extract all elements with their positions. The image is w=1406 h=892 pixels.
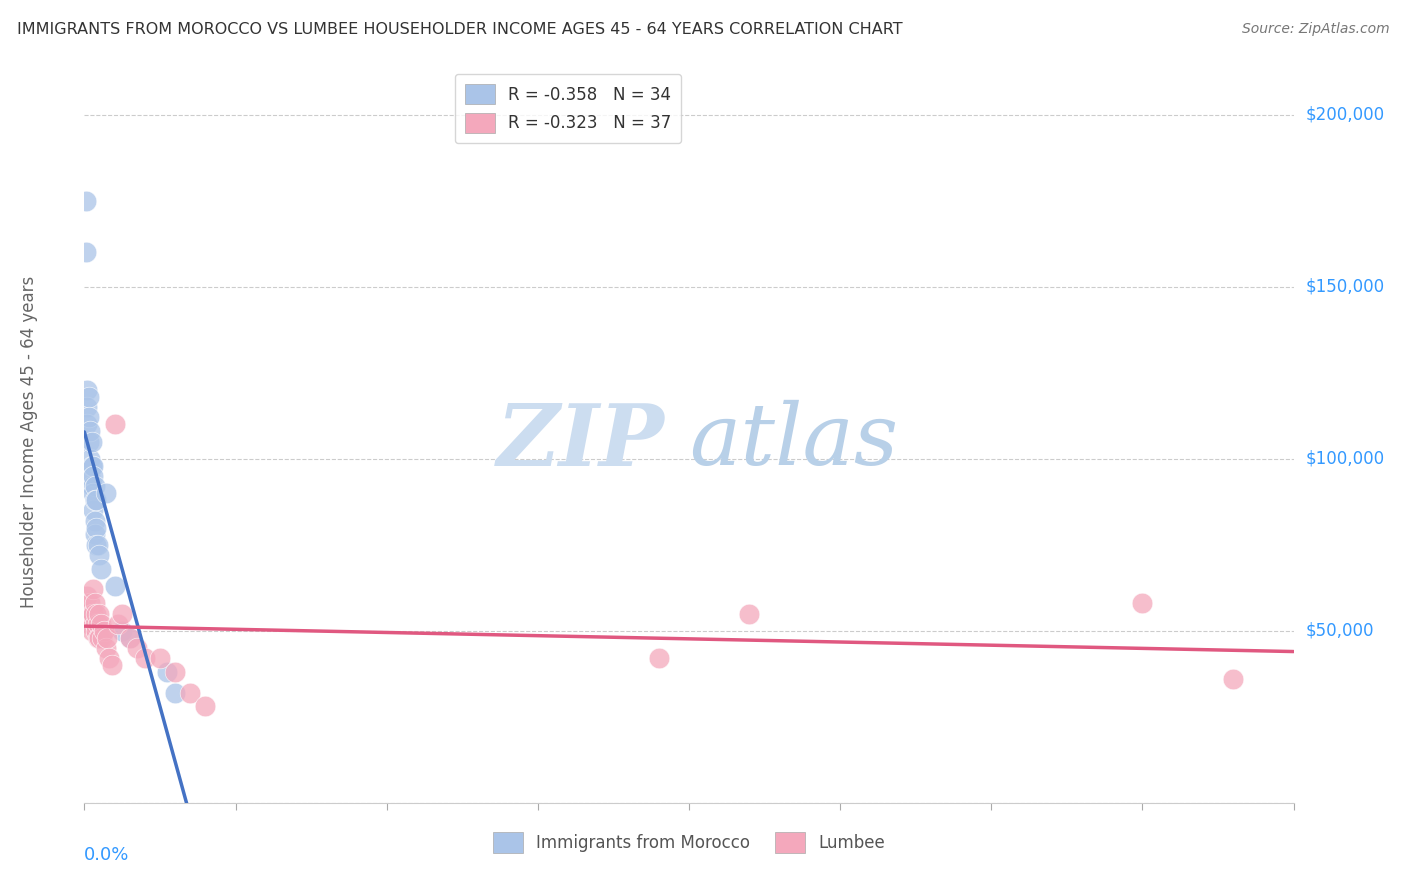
- Point: [84, 479, 107, 493]
- Point: [76, 417, 98, 432]
- Point: [86, 538, 108, 552]
- Point: [75, 245, 97, 260]
- Point: [104, 579, 127, 593]
- Point: [80, 458, 103, 473]
- Point: [111, 624, 134, 638]
- Point: [89, 607, 111, 621]
- Point: [91, 631, 114, 645]
- Point: [84, 616, 107, 631]
- Point: [86, 607, 108, 621]
- Point: [77, 616, 100, 631]
- Point: [1130, 596, 1153, 610]
- Point: [87, 631, 110, 645]
- Point: [118, 631, 141, 645]
- Point: [156, 665, 179, 679]
- Point: [111, 607, 134, 621]
- Text: 0.0%: 0.0%: [84, 847, 129, 864]
- Point: [89, 548, 111, 562]
- Point: [89, 631, 111, 645]
- Point: [79, 596, 101, 610]
- Point: [84, 514, 107, 528]
- Point: [100, 658, 122, 673]
- Point: [87, 616, 110, 631]
- Point: [134, 651, 156, 665]
- Point: [648, 651, 671, 665]
- Point: [94, 486, 117, 500]
- Point: [86, 624, 108, 638]
- Point: [84, 527, 107, 541]
- Point: [80, 434, 103, 449]
- Text: IMMIGRANTS FROM MOROCCO VS LUMBEE HOUSEHOLDER INCOME AGES 45 - 64 YEARS CORRELAT: IMMIGRANTS FROM MOROCCO VS LUMBEE HOUSEH…: [17, 22, 903, 37]
- Point: [118, 631, 141, 645]
- Text: Source: ZipAtlas.com: Source: ZipAtlas.com: [1241, 22, 1389, 37]
- Point: [76, 400, 98, 414]
- Point: [165, 665, 187, 679]
- Point: [75, 194, 97, 208]
- Point: [79, 424, 101, 438]
- Point: [79, 451, 101, 466]
- Text: ZIP: ZIP: [496, 400, 665, 483]
- Point: [76, 383, 98, 397]
- Point: [107, 616, 129, 631]
- Point: [194, 699, 217, 714]
- Point: [90, 616, 112, 631]
- Point: [93, 624, 115, 638]
- Point: [149, 651, 172, 665]
- Point: [77, 390, 100, 404]
- Point: [82, 469, 104, 483]
- Point: [80, 479, 103, 493]
- Point: [96, 631, 118, 645]
- Point: [90, 562, 112, 576]
- Point: [76, 590, 98, 604]
- Point: [82, 607, 104, 621]
- Legend: Immigrants from Morocco, Lumbee: Immigrants from Morocco, Lumbee: [486, 826, 891, 860]
- Point: [84, 596, 107, 610]
- Point: [165, 686, 187, 700]
- Point: [179, 686, 201, 700]
- Text: $50,000: $50,000: [1306, 622, 1374, 640]
- Point: [82, 503, 104, 517]
- Point: [80, 607, 103, 621]
- Point: [84, 493, 107, 508]
- Point: [82, 486, 104, 500]
- Text: $200,000: $200,000: [1306, 105, 1385, 124]
- Text: Householder Income Ages 45 - 64 years: Householder Income Ages 45 - 64 years: [21, 276, 38, 607]
- Point: [97, 651, 120, 665]
- Point: [87, 538, 110, 552]
- Text: atlas: atlas: [689, 401, 898, 483]
- Point: [82, 458, 104, 473]
- Point: [104, 417, 127, 432]
- Point: [77, 434, 100, 449]
- Point: [738, 607, 761, 621]
- Point: [94, 640, 117, 655]
- Point: [1222, 672, 1244, 686]
- Text: $100,000: $100,000: [1306, 450, 1385, 467]
- Point: [86, 493, 108, 508]
- Point: [82, 582, 104, 597]
- Point: [77, 410, 100, 425]
- Point: [80, 624, 103, 638]
- Point: [86, 520, 108, 534]
- Point: [75, 607, 97, 621]
- Point: [127, 640, 149, 655]
- Point: [79, 469, 101, 483]
- Text: $150,000: $150,000: [1306, 277, 1385, 296]
